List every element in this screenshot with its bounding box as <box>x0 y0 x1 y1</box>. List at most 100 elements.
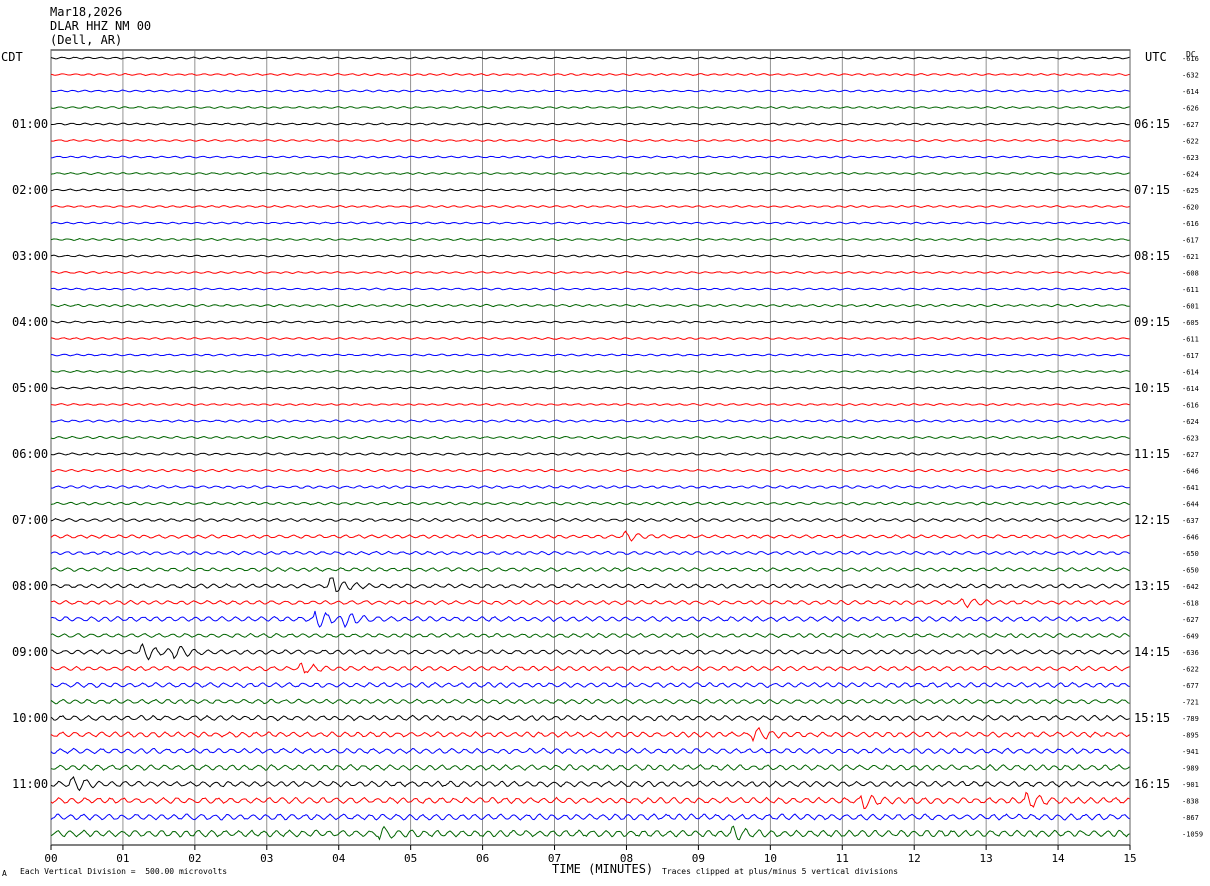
dc-offset-label: -895 <box>1182 732 1199 740</box>
label-layer: 00 01 02 03 04 05 06 07 08 09 10 11 12 13 14 15 -616 -632… <box>12 55 1203 865</box>
dc-offset-label: -838 <box>1182 798 1199 806</box>
header-location: (Dell, AR) <box>50 33 123 47</box>
seismic-trace <box>50 287 1130 291</box>
dc-offset-label: -608 <box>1182 270 1199 278</box>
left-hour-label: 01:00 <box>12 117 48 131</box>
dc-offset-label: -941 <box>1182 748 1199 756</box>
seismic-trace <box>50 825 1130 841</box>
seismic-trace <box>50 353 1130 357</box>
seismic-trace <box>50 303 1130 308</box>
footer-scale: Each Vertical Division = 500.00 microvol… <box>20 867 228 876</box>
dc-offset-label: -621 <box>1182 253 1199 261</box>
left-hour-label: 08:00 <box>12 579 48 593</box>
seismic-trace <box>50 813 1130 821</box>
left-hour-label: 06:00 <box>12 447 48 461</box>
seismic-trace <box>50 139 1130 142</box>
x-tick-label: 02 <box>188 852 201 865</box>
dc-offset-label: -627 <box>1182 616 1199 624</box>
dc-offset-label: -637 <box>1182 517 1199 525</box>
seismic-trace <box>50 205 1130 208</box>
dc-offset-label: -625 <box>1182 187 1199 195</box>
plot-frame <box>50 49 1131 846</box>
x-tick-label: 09 <box>692 852 705 865</box>
dc-offset-label: -641 <box>1182 484 1199 492</box>
right-hour-label: 10:15 <box>1134 381 1170 395</box>
right-hour-label: 06:15 <box>1134 117 1170 131</box>
seismic-trace <box>50 56 1130 60</box>
seismic-trace <box>50 791 1130 810</box>
seismic-trace <box>50 435 1130 440</box>
dc-title: DC <box>1186 50 1196 59</box>
dc-offset-label: -624 <box>1182 171 1199 179</box>
dc-offset-label: -611 <box>1182 286 1199 294</box>
left-hour-label: 11:00 <box>12 777 48 791</box>
dc-offset-label: -901 <box>1182 781 1199 789</box>
seismic-trace <box>50 468 1130 473</box>
x-tick-label: 00 <box>44 852 57 865</box>
dc-offset-label: -614 <box>1182 88 1199 96</box>
dc-offset-label: -617 <box>1182 352 1199 360</box>
seismic-trace <box>50 577 1130 592</box>
left-hour-label: 04:00 <box>12 315 48 329</box>
dc-offset-label: -646 <box>1182 468 1199 476</box>
seismic-trace <box>50 567 1130 572</box>
seismic-trace <box>50 517 1130 523</box>
dc-offset-label: -605 <box>1182 319 1199 327</box>
left-hour-label: 03:00 <box>12 249 48 263</box>
seismic-trace <box>50 122 1130 126</box>
seismic-trace <box>50 238 1130 241</box>
seismic-trace <box>50 747 1130 755</box>
right-hour-label: 15:15 <box>1134 711 1170 725</box>
seismic-trace <box>50 662 1130 674</box>
seismic-trace <box>50 419 1130 423</box>
dc-offset-label: -644 <box>1182 501 1199 509</box>
dc-offset-label: -601 <box>1182 303 1199 311</box>
right-hour-label: 09:15 <box>1134 315 1170 329</box>
dc-offset-label: -626 <box>1182 105 1199 113</box>
dc-offset-label: -721 <box>1182 699 1199 707</box>
seismic-trace <box>50 632 1130 639</box>
x-tick-label: 15 <box>1123 852 1136 865</box>
dc-offset-label: -789 <box>1182 715 1199 723</box>
seismic-trace <box>50 598 1130 609</box>
seismic-trace <box>50 610 1130 629</box>
seismic-trace <box>50 714 1130 722</box>
seismic-trace <box>50 89 1130 93</box>
right-hour-label: 13:15 <box>1134 579 1170 593</box>
seismic-trace <box>50 155 1130 159</box>
right-hour-label: 07:15 <box>1134 183 1170 197</box>
seismic-trace <box>50 698 1130 705</box>
seismic-trace <box>50 254 1130 258</box>
x-axis-label: TIME (MINUTES) <box>552 862 654 876</box>
dc-offset-label: -614 <box>1182 369 1199 377</box>
right-hour-label: 08:15 <box>1134 249 1170 263</box>
left-hour-label: 07:00 <box>12 513 48 527</box>
dc-offset-label: -622 <box>1182 138 1199 146</box>
seismic-trace <box>50 501 1130 506</box>
seismic-trace <box>50 370 1130 373</box>
right-axis-title: UTC <box>1145 50 1167 64</box>
left-hour-label: 02:00 <box>12 183 48 197</box>
dc-offset-label: -677 <box>1182 682 1199 690</box>
header-date: Mar18,2026 <box>50 5 123 19</box>
dc-offset-label: -611 <box>1182 336 1199 344</box>
x-tick-label: 03 <box>260 852 273 865</box>
x-tick-label: 08 <box>620 852 633 865</box>
footer-clip: Traces clipped at plus/minus 5 vertical … <box>662 867 899 876</box>
dc-offset-label: -616 <box>1182 55 1199 63</box>
dc-offset-label: -617 <box>1182 237 1199 245</box>
dc-offset-label: -1059 <box>1182 831 1203 839</box>
dc-offset-label: -616 <box>1182 220 1199 228</box>
left-hour-label: 09:00 <box>12 645 48 659</box>
seismic-trace <box>50 172 1130 175</box>
right-hour-label: 14:15 <box>1134 645 1170 659</box>
seismic-trace <box>50 452 1130 456</box>
left-hour-label: 05:00 <box>12 381 48 395</box>
right-hour-label: 16:15 <box>1134 777 1170 791</box>
left-axis-title: CDT <box>1 50 23 64</box>
left-hour-label: 10:00 <box>12 711 48 725</box>
x-tick-label: 14 <box>1051 852 1065 865</box>
dc-offset-label: -614 <box>1182 385 1199 393</box>
seismic-trace <box>50 271 1130 274</box>
dc-offset-label: -622 <box>1182 666 1199 674</box>
